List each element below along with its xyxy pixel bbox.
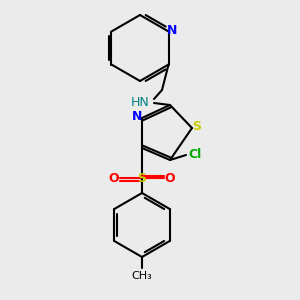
Text: O: O bbox=[165, 172, 175, 184]
Text: N: N bbox=[167, 24, 177, 37]
Text: HN: HN bbox=[130, 97, 149, 110]
Text: Cl: Cl bbox=[188, 148, 202, 161]
Text: O: O bbox=[109, 172, 119, 184]
Text: S: S bbox=[137, 172, 146, 184]
Text: CH₃: CH₃ bbox=[132, 271, 152, 281]
Text: S: S bbox=[193, 121, 202, 134]
Text: N: N bbox=[132, 110, 142, 124]
